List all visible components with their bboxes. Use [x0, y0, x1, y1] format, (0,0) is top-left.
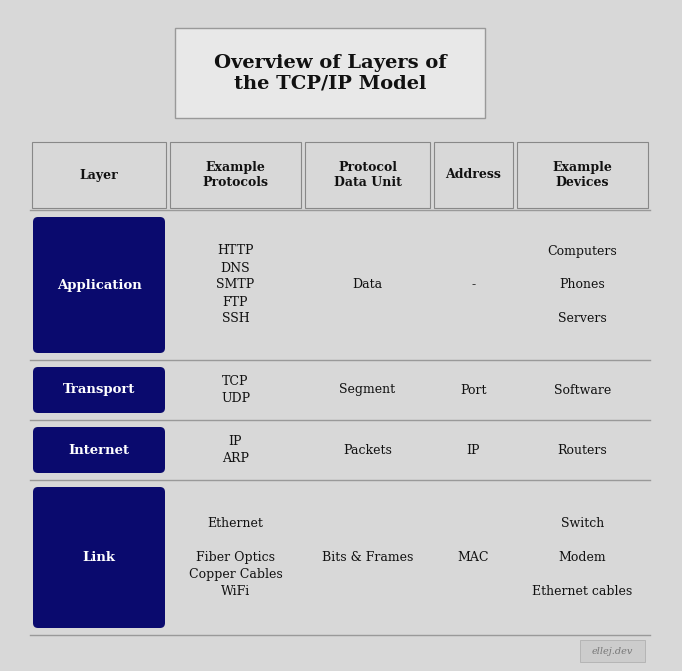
FancyBboxPatch shape [175, 28, 485, 118]
Bar [305, 142, 430, 208]
Text: Bits & Frames: Bits & Frames [322, 551, 413, 564]
Text: Example
Protocols: Example Protocols [203, 161, 269, 189]
Text: Software: Software [554, 384, 611, 397]
FancyBboxPatch shape [33, 427, 165, 473]
Bar [30, 140, 650, 630]
Text: -: - [471, 278, 475, 291]
Bar [434, 142, 513, 208]
Text: Port: Port [460, 384, 487, 397]
Text: TCP
UDP: TCP UDP [221, 375, 250, 405]
Text: Internet: Internet [68, 444, 130, 456]
Text: Routers: Routers [558, 444, 608, 456]
Text: Ethernet

Fiber Optics
Copper Cables
WiFi: Ethernet Fiber Optics Copper Cables WiFi [189, 517, 282, 598]
Text: HTTP
DNS
SMTP
FTP
SSH: HTTP DNS SMTP FTP SSH [216, 244, 254, 325]
FancyBboxPatch shape [33, 487, 165, 628]
Bar [170, 142, 301, 208]
Text: MAC: MAC [458, 551, 489, 564]
Bar [580, 640, 645, 662]
Text: Switch

Modem

Ethernet cables: Switch Modem Ethernet cables [533, 517, 633, 598]
Text: IP: IP [466, 444, 480, 456]
Text: Example
Devices: Example Devices [552, 161, 612, 189]
FancyBboxPatch shape [33, 367, 165, 413]
Text: Application: Application [57, 278, 141, 291]
Text: Protocol
Data Unit: Protocol Data Unit [333, 161, 402, 189]
Text: Transport: Transport [63, 384, 135, 397]
Bar [517, 142, 648, 208]
Text: Layer: Layer [80, 168, 119, 181]
Text: Segment: Segment [340, 384, 396, 397]
Text: IP
ARP: IP ARP [222, 435, 249, 465]
FancyBboxPatch shape [33, 217, 165, 353]
Text: Address: Address [445, 168, 501, 181]
Text: Packets: Packets [343, 444, 392, 456]
Text: Computers

Phones

Servers: Computers Phones Servers [548, 244, 617, 325]
Text: Link: Link [83, 551, 115, 564]
Bar [32, 142, 166, 208]
Text: Data: Data [353, 278, 383, 291]
Text: ellej.dev: ellej.dev [591, 646, 633, 656]
Text: Overview of Layers of
the TCP/IP Model: Overview of Layers of the TCP/IP Model [213, 54, 446, 93]
